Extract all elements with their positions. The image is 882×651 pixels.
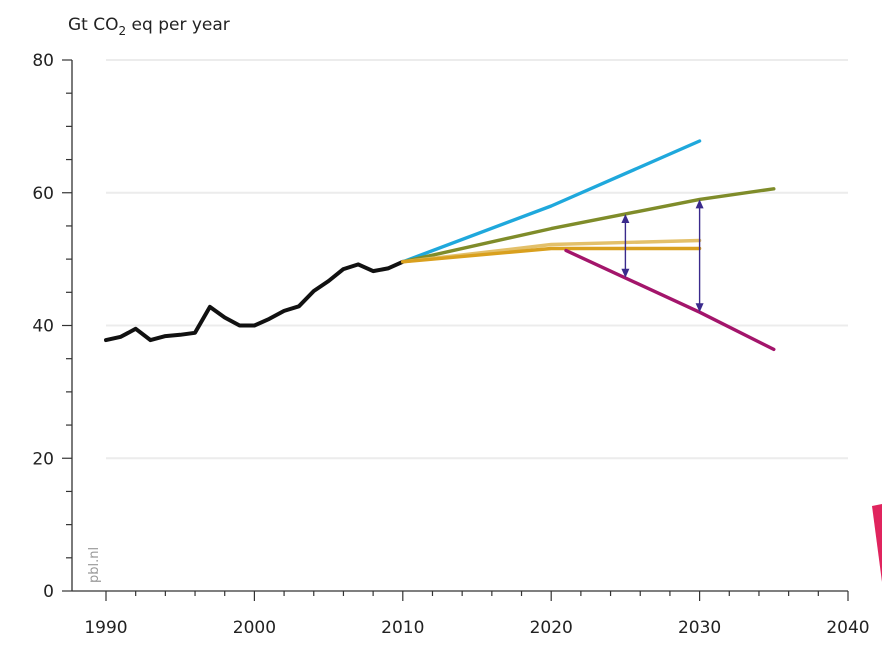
x-tick-label: 2010 bbox=[381, 618, 424, 638]
x-tick-label: 2030 bbox=[678, 618, 721, 638]
y-tick-label: 60 bbox=[32, 184, 54, 204]
series-line bbox=[564, 248, 776, 352]
y-tick-label: 20 bbox=[32, 449, 54, 469]
series-line bbox=[104, 259, 405, 343]
series-line bbox=[401, 246, 702, 264]
arrow-head-down bbox=[695, 303, 704, 313]
arrow-head-up bbox=[621, 213, 630, 223]
series-line bbox=[401, 187, 776, 264]
y-tick-label: 40 bbox=[32, 317, 54, 337]
y-tick-label: 80 bbox=[32, 51, 54, 71]
x-tick-label: 2020 bbox=[530, 618, 573, 638]
y-tick-label: 0 bbox=[43, 582, 54, 602]
x-tick-label: 2000 bbox=[233, 618, 276, 638]
watermark-text: pbl.nl bbox=[87, 547, 102, 583]
decorative-red-shape bbox=[872, 504, 882, 582]
axis-ticks bbox=[62, 59, 849, 601]
gap-arrows bbox=[621, 199, 704, 313]
y-axis-label: Gt CO2 eq per year bbox=[68, 15, 230, 38]
arrow-head-down bbox=[621, 268, 630, 278]
series-line bbox=[401, 139, 702, 264]
x-tick-label: 1990 bbox=[84, 618, 127, 638]
arrow-head-up bbox=[695, 199, 704, 209]
x-tick-label: 2040 bbox=[826, 618, 869, 638]
series-lines bbox=[104, 139, 776, 352]
gridlines bbox=[106, 59, 848, 460]
